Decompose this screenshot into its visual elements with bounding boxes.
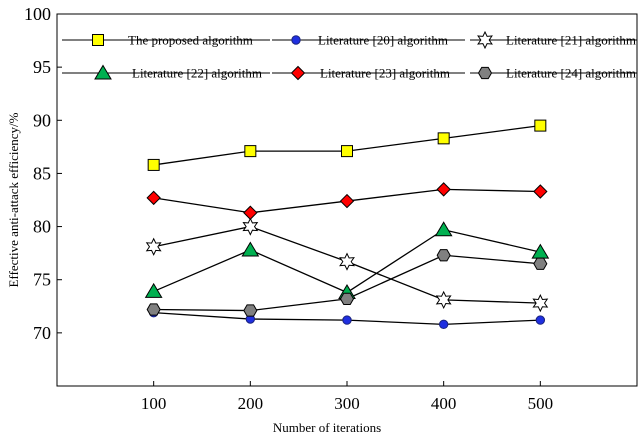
- y-axis: 70 75 80 85 90 95 100: [24, 4, 62, 343]
- data-point-series-1: [341, 145, 353, 158]
- legend: The proposed algorithm Literature [20] al…: [62, 30, 637, 81]
- y-tick-label: 100: [24, 4, 51, 24]
- data-point-series-4: [434, 221, 453, 237]
- y-tick-label: 80: [33, 217, 51, 237]
- data-point-series-6: [339, 292, 355, 305]
- y-tick-label: 75: [33, 270, 51, 290]
- legend-marker: [92, 34, 104, 46]
- x-tick-label: 200: [238, 394, 264, 413]
- x-tick-label: 400: [431, 394, 457, 413]
- data-point-series-3: [339, 252, 355, 271]
- x-axis-label: Number of iterations: [273, 420, 381, 435]
- data-point-series-5: [243, 205, 258, 220]
- legend-label: Literature [24] algorithm: [506, 66, 636, 81]
- data-point-series-5: [339, 193, 355, 209]
- data-point-series-2: [535, 315, 546, 325]
- data-point-series-2: [342, 315, 352, 325]
- legend-marker: [291, 35, 301, 45]
- data-point-series-6: [436, 249, 451, 262]
- data-point-series-1: [244, 145, 257, 158]
- data-point-series-1: [147, 158, 160, 171]
- y-tick-label: 95: [33, 57, 51, 77]
- data-point-series-2: [438, 319, 449, 330]
- legend-label: Literature [22] algorithm: [132, 66, 262, 81]
- data-point-series-6: [533, 257, 548, 270]
- legend-marker: [94, 64, 112, 80]
- data-point-series-4: [241, 241, 260, 257]
- legend-marker: [477, 30, 493, 50]
- data-point-series-3: [242, 217, 259, 236]
- x-tick-label: 300: [334, 394, 360, 413]
- legend-marker: [477, 66, 493, 80]
- data-point-series-4: [144, 282, 163, 298]
- data-point-series-3: [435, 290, 452, 310]
- data-point-series-5: [146, 190, 161, 206]
- data-point-series-6: [243, 304, 258, 317]
- y-axis-label: Effective anti-attack efficiency/%: [6, 112, 21, 287]
- legend-label: Literature [20] algorithm: [318, 33, 448, 48]
- data-point-series-1: [534, 119, 547, 132]
- legend-label: Literature [21] algorithm: [506, 33, 636, 48]
- data-point-series-5: [533, 184, 548, 199]
- legend-label: The proposed algorithm: [128, 33, 253, 48]
- legend-label: Literature [23] algorithm: [320, 66, 450, 81]
- data-point-series-3: [145, 237, 162, 256]
- data-point-series-6: [146, 303, 161, 316]
- data-point-series-5: [436, 182, 451, 197]
- y-tick-label: 85: [33, 163, 51, 183]
- y-tick-label: 90: [33, 110, 51, 130]
- data-point-series-3: [532, 293, 549, 313]
- x-axis: 100 200 300 400 500: [141, 381, 553, 413]
- x-tick-label: 100: [141, 394, 167, 413]
- y-tick-label: 70: [33, 323, 51, 343]
- series-markers: [144, 119, 550, 330]
- data-point-series-1: [437, 132, 450, 145]
- x-tick-label: 500: [528, 394, 554, 413]
- legend-marker: [290, 65, 306, 81]
